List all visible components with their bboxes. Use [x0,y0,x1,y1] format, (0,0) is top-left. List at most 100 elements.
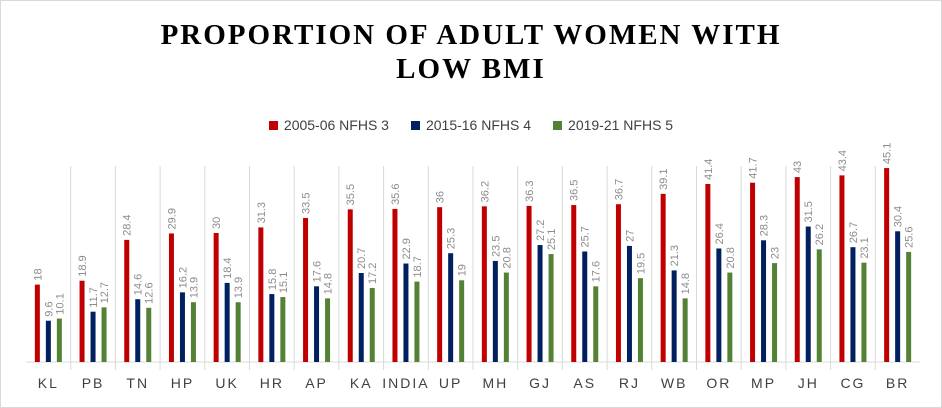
bar-ka-s3 [369,288,375,362]
chart-title-line2: LOW BMI [396,53,546,85]
data-label-hp-s2: 16.2 [177,267,189,288]
bar-hp-s2 [179,292,185,362]
data-label-jh-s2: 31.5 [803,201,815,222]
bar-mh-s3 [503,272,509,362]
category-label-cg: CG [840,375,865,391]
data-label-hp-s1: 29.9 [166,208,178,229]
category-label-kl: KL [38,375,59,391]
category-label-or: OR [706,375,731,391]
data-label-or-s1: 41.4 [703,159,715,180]
bar-india-s2 [403,263,409,362]
data-label-mp-s2: 28.3 [759,215,771,236]
chart-title-line1: PROPORTION OF ADULT WOMEN WITH [160,19,782,51]
bar-hp-s1 [168,233,174,362]
bar-kl-s3 [56,318,62,362]
data-label-kl-s2: 9.6 [43,301,55,316]
data-label-mh-s1: 36.2 [479,181,491,202]
data-label-cg-s3: 23.1 [859,237,871,258]
bar-kl-s1 [34,284,40,362]
data-label-kl-s3: 10.1 [54,293,66,314]
bar-india-s1 [392,208,398,362]
legend-swatch-nfhs3 [268,120,278,130]
bar-gj-s3 [548,254,554,362]
category-label-ap: AP [305,375,328,391]
category-label-wb: WB [661,375,688,391]
category-label-uk: UK [215,375,238,391]
category-label-india: INDIA [382,375,429,391]
data-label-as-s3: 17.6 [591,261,603,282]
data-label-gj-s2: 27.2 [535,220,547,241]
data-label-uk-s2: 18.4 [222,257,234,278]
bar-pb-s1 [79,280,85,362]
category-label-as: AS [573,375,596,391]
bar-pb-s3 [101,307,107,362]
bar-hp-s3 [190,302,196,362]
data-label-up-s3: 19 [457,264,469,276]
data-label-or-s3: 20.8 [725,247,737,268]
data-label-gj-s3: 25.1 [546,229,558,250]
category-label-rj: RJ [619,375,640,391]
data-label-ap-s3: 14.8 [323,273,335,294]
bar-mp-s2 [761,240,767,362]
data-label-jh-s1: 43 [792,161,804,173]
bar-gj-s1 [526,205,532,362]
category-label-ka: KA [350,375,373,391]
data-label-hp-s3: 13.9 [188,277,200,298]
bar-br-s2 [895,231,901,362]
data-label-rj-s2: 27 [624,230,636,242]
chart-title: PROPORTION OF ADULT WOMEN WITH LOW BMI [0,18,942,86]
bar-rj-s3 [637,278,643,362]
category-label-pb: PB [82,375,105,391]
data-label-ka-s1: 35.5 [345,184,357,205]
data-label-gj-s1: 36.3 [524,180,536,201]
bar-mh-s2 [492,260,498,362]
bar-tn-s2 [135,299,141,362]
bar-india-s3 [414,281,420,362]
bar-gj-s2 [537,245,543,362]
bar-cg-s2 [850,247,856,362]
bar-jh-s1 [794,177,800,362]
legend-item-nfhs5: 2019-21 NFHS 5 [553,117,673,133]
bar-ka-s1 [347,209,353,362]
bar-or-s3 [727,272,733,362]
legend-label-nfhs3: 2005-06 NFHS 3 [283,117,389,133]
bar-kl-s2 [45,320,51,362]
data-label-pb-s2: 11.7 [88,287,100,308]
bar-up-s2 [448,253,454,362]
data-label-india-s2: 22.9 [401,238,413,259]
bar-mp-s1 [750,182,756,362]
data-label-as-s2: 25.7 [580,226,592,247]
bar-tn-s3 [146,307,152,362]
bar-uk-s3 [235,302,241,362]
data-label-wb-s1: 39.1 [658,168,670,189]
data-label-pb-s1: 18.9 [77,255,89,276]
legend-item-nfhs3: 2005-06 NFHS 3 [268,117,389,133]
bar-uk-s2 [224,282,230,362]
data-label-tn-s1: 28.4 [122,214,134,235]
data-label-as-s1: 36.5 [569,180,581,201]
legend-label-nfhs4: 2015-16 NFHS 4 [425,117,532,133]
category-label-hp: HP [171,375,194,391]
data-label-mh-s2: 23.5 [490,236,502,257]
bar-rj-s2 [626,245,632,362]
bar-ap-s2 [314,286,320,362]
bar-or-s1 [705,183,711,362]
data-label-hr-s3: 15.1 [278,272,290,293]
data-label-mh-s3: 20.8 [501,247,513,268]
data-label-pb-s3: 12.7 [99,282,111,303]
data-label-cg-s2: 26.7 [848,222,860,243]
data-label-br-s1: 45.1 [882,143,894,164]
bar-br-s3 [906,251,912,362]
bar-uk-s1 [213,233,219,362]
bar-jh-s3 [816,249,822,362]
bar-as-s1 [571,205,577,362]
data-label-ap-s1: 33.5 [301,193,313,214]
data-label-ap-s2: 17.6 [312,261,324,282]
bar-wb-s2 [671,270,677,362]
data-label-india-s1: 35.6 [390,183,402,204]
bar-hr-s1 [258,227,264,362]
category-label-gj: GJ [529,375,551,391]
data-label-jh-s3: 26.2 [814,224,826,245]
data-label-br-s2: 30.4 [893,206,905,227]
